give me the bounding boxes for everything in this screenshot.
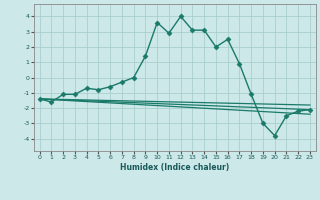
X-axis label: Humidex (Indice chaleur): Humidex (Indice chaleur) [120,163,229,172]
